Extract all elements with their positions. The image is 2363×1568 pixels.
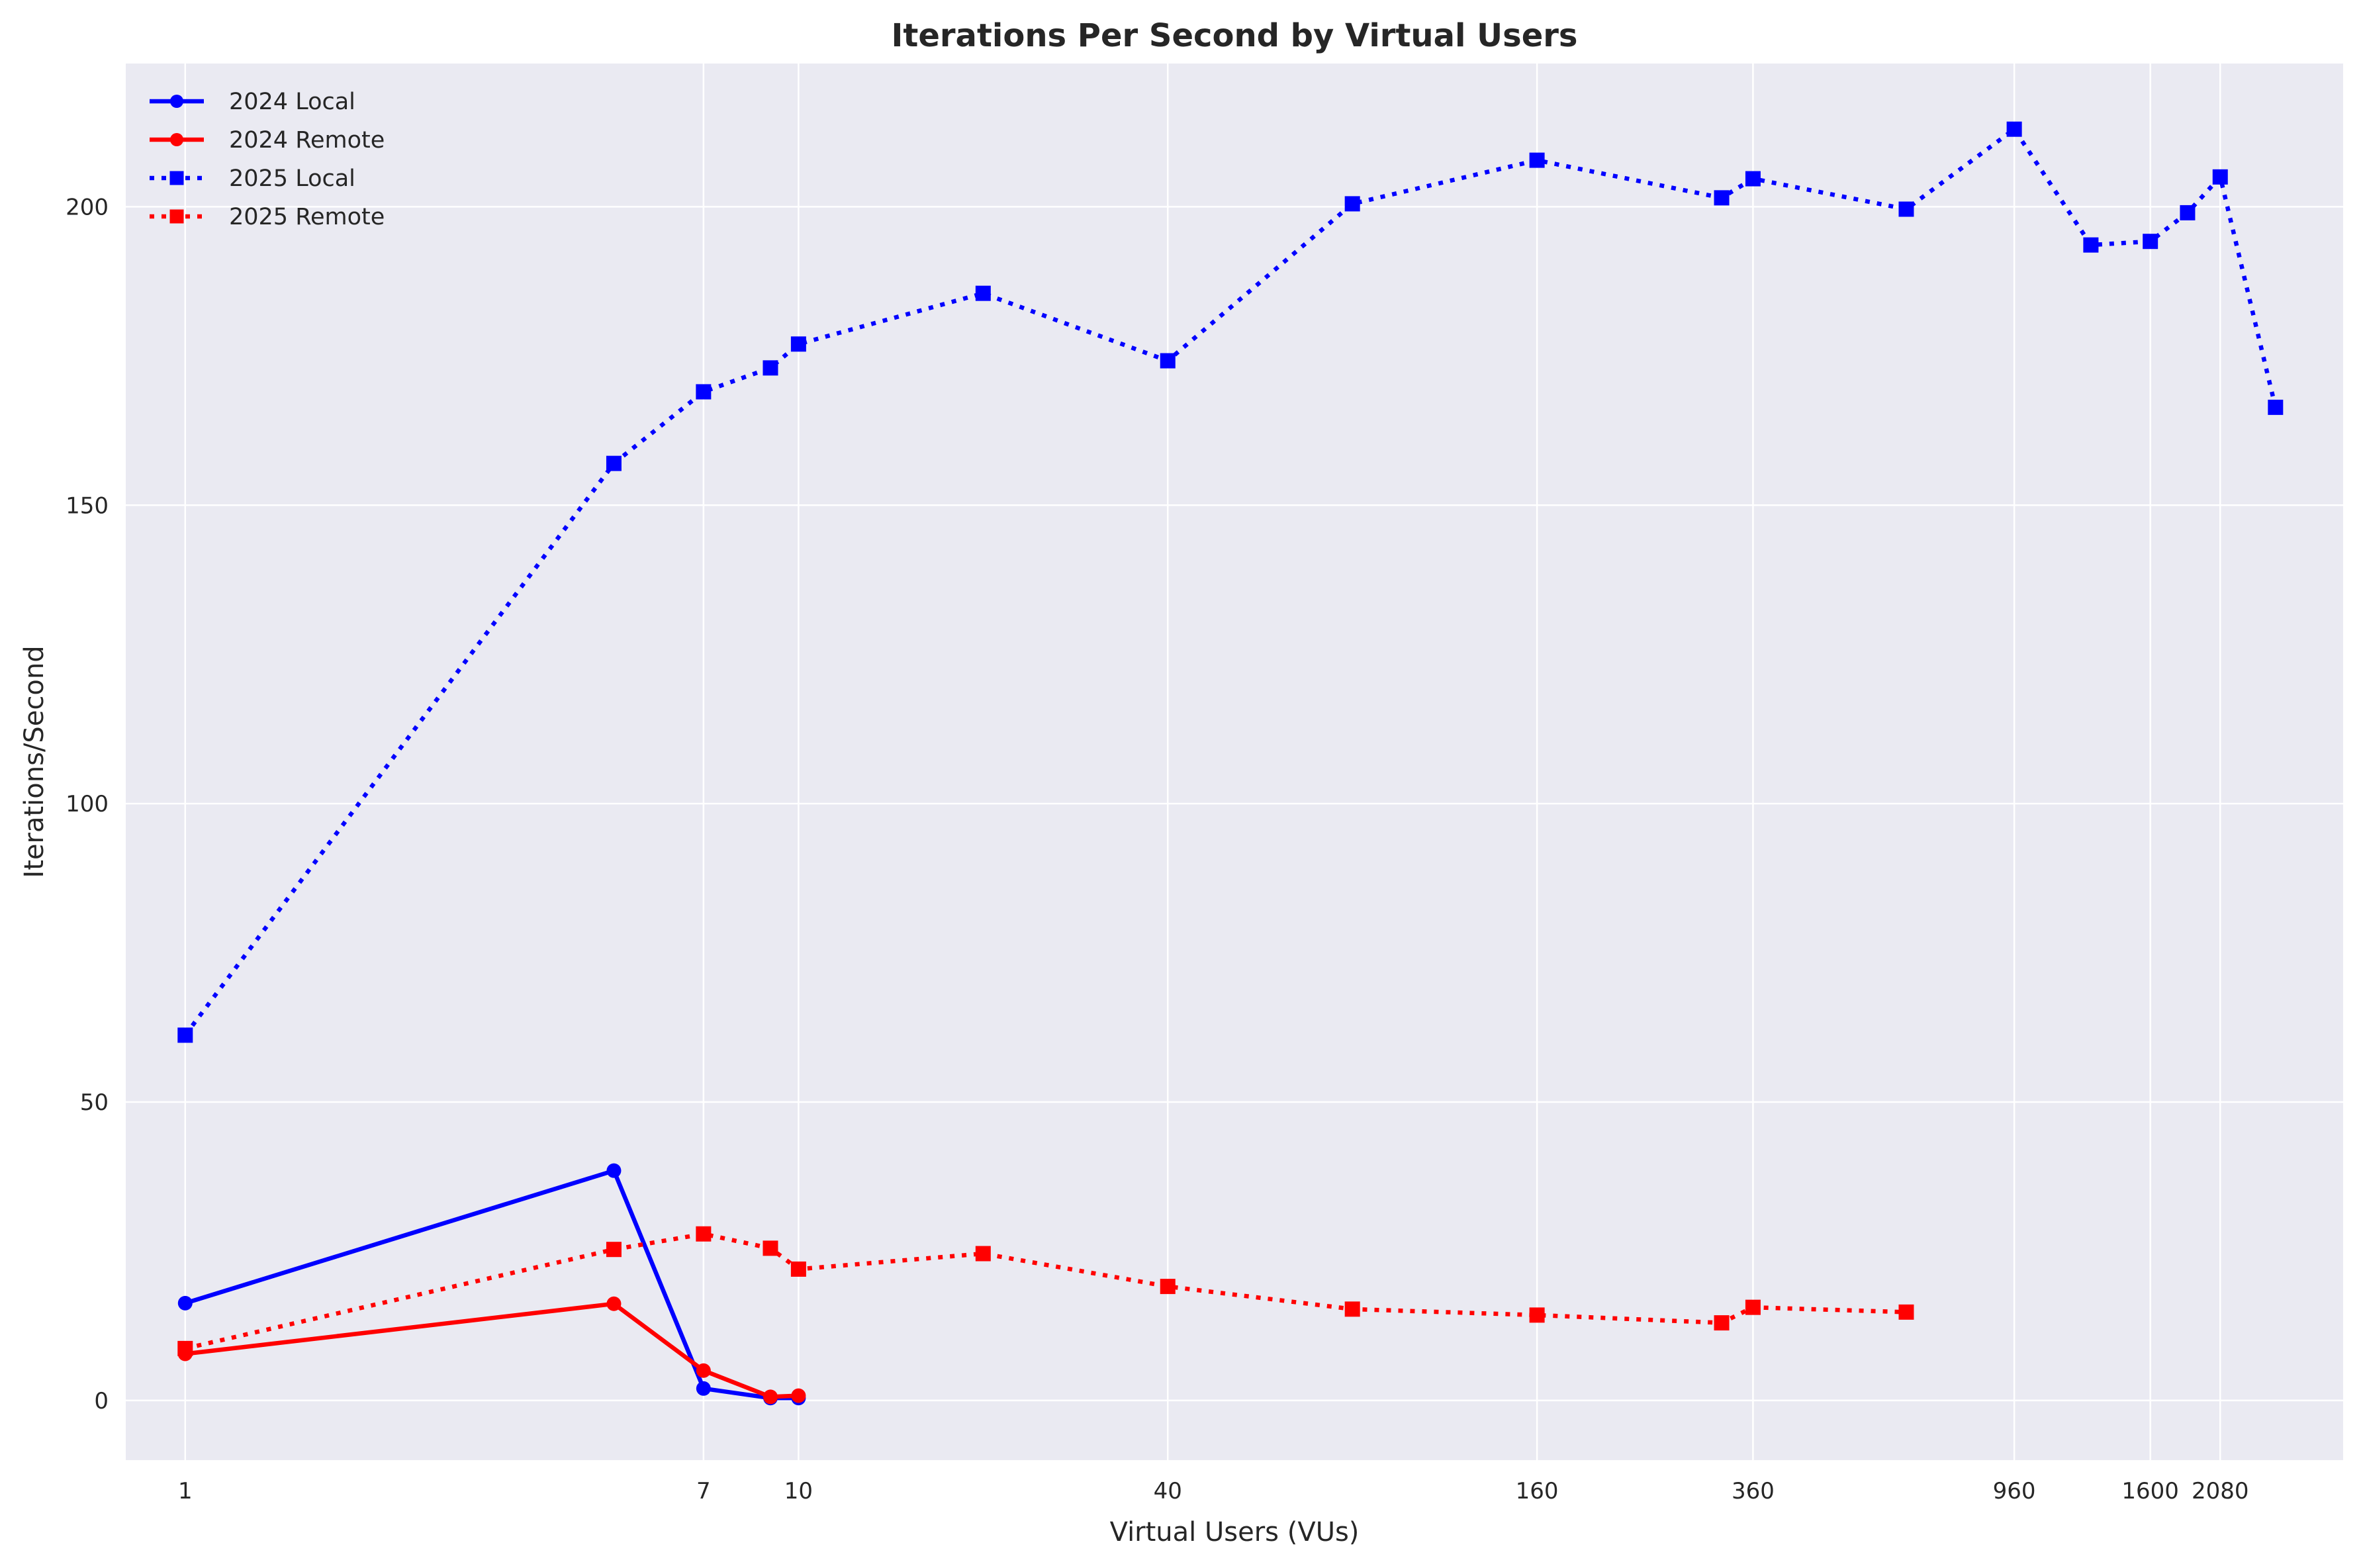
x-tick-label: 960 bbox=[1993, 1478, 2036, 1504]
x-tick-label: 360 bbox=[1732, 1478, 1775, 1504]
series-layer bbox=[177, 121, 2284, 1406]
data-point bbox=[1745, 171, 1761, 187]
data-point bbox=[169, 209, 184, 224]
y-axis-label: Iterations/Second bbox=[19, 645, 50, 878]
x-tick-label: 10 bbox=[784, 1478, 813, 1504]
x-tick-label: 1600 bbox=[2121, 1478, 2179, 1504]
y-tick-label: 100 bbox=[66, 791, 109, 817]
data-point bbox=[170, 95, 183, 108]
y-tick-label: 50 bbox=[80, 1089, 109, 1116]
data-point bbox=[177, 1340, 193, 1356]
legend-item: 2024 Local bbox=[150, 89, 355, 115]
data-point bbox=[1898, 1304, 1914, 1320]
data-point bbox=[1344, 196, 1360, 212]
y-tick-label: 0 bbox=[94, 1388, 109, 1414]
data-point bbox=[170, 133, 183, 146]
data-point bbox=[763, 360, 778, 376]
data-point bbox=[606, 1242, 622, 1258]
data-point bbox=[975, 285, 991, 301]
legend-label: 2024 Local bbox=[229, 89, 355, 115]
series-2025-local bbox=[177, 121, 2284, 1043]
y-tick-label: 200 bbox=[66, 194, 109, 220]
data-point bbox=[790, 1261, 806, 1277]
data-point bbox=[2006, 121, 2022, 137]
data-point bbox=[696, 384, 712, 400]
x-tick-label: 160 bbox=[1516, 1478, 1559, 1504]
data-point bbox=[606, 1163, 622, 1178]
data-point bbox=[790, 336, 806, 352]
data-point bbox=[791, 1388, 806, 1403]
legend-item: 2024 Remote bbox=[150, 127, 385, 154]
data-point bbox=[1160, 1279, 1176, 1295]
data-point bbox=[177, 1027, 193, 1043]
data-point bbox=[177, 1295, 193, 1311]
x-tick-label: 40 bbox=[1154, 1478, 1182, 1504]
data-point bbox=[763, 1389, 778, 1405]
data-point bbox=[1714, 1315, 1730, 1331]
data-point bbox=[763, 1240, 778, 1256]
legend-item: 2025 Remote bbox=[150, 204, 385, 230]
data-point bbox=[2083, 237, 2099, 253]
data-point bbox=[1745, 1299, 1761, 1315]
data-point bbox=[1714, 190, 1730, 206]
x-tick-label: 1 bbox=[178, 1478, 193, 1504]
legend-item: 2025 Local bbox=[150, 165, 355, 192]
legend-label: 2024 Remote bbox=[229, 127, 385, 154]
data-point bbox=[975, 1246, 991, 1262]
grid-lines bbox=[126, 64, 2343, 1460]
data-point bbox=[696, 1381, 711, 1396]
data-point bbox=[696, 1363, 711, 1378]
data-point bbox=[1344, 1301, 1360, 1317]
series-2025-remote bbox=[177, 1226, 1914, 1356]
x-tick-label: 2080 bbox=[2192, 1478, 2249, 1504]
data-point bbox=[1529, 152, 1545, 168]
series-line bbox=[185, 1232, 1907, 1351]
data-point bbox=[2212, 169, 2228, 185]
data-point bbox=[2143, 234, 2158, 250]
legend: 2024 Local 2024 Remote 2025 Local 2025 Remo… bbox=[150, 89, 385, 230]
data-point bbox=[169, 171, 184, 185]
y-tick-label: 150 bbox=[66, 492, 109, 519]
data-point bbox=[1898, 201, 1914, 217]
chart-title: Iterations Per Second by Virtual Users bbox=[892, 17, 1578, 54]
data-point bbox=[2268, 399, 2284, 415]
data-point bbox=[1160, 353, 1176, 369]
data-point bbox=[696, 1226, 712, 1242]
data-point bbox=[606, 1296, 622, 1311]
data-point bbox=[2180, 205, 2196, 220]
x-tick-label: 7 bbox=[696, 1478, 711, 1504]
x-axis-label: Virtual Users (VUs) bbox=[1110, 1517, 1360, 1547]
legend-label: 2025 Remote bbox=[229, 204, 385, 230]
legend-label: 2025 Local bbox=[229, 165, 355, 192]
axis-ticks: 0 50 100 150 200 1 7 10 40 160 360 960 1600 2080 bbox=[66, 194, 2248, 1504]
data-point bbox=[1529, 1307, 1545, 1323]
data-point bbox=[606, 455, 622, 471]
plot-background bbox=[126, 64, 2343, 1460]
